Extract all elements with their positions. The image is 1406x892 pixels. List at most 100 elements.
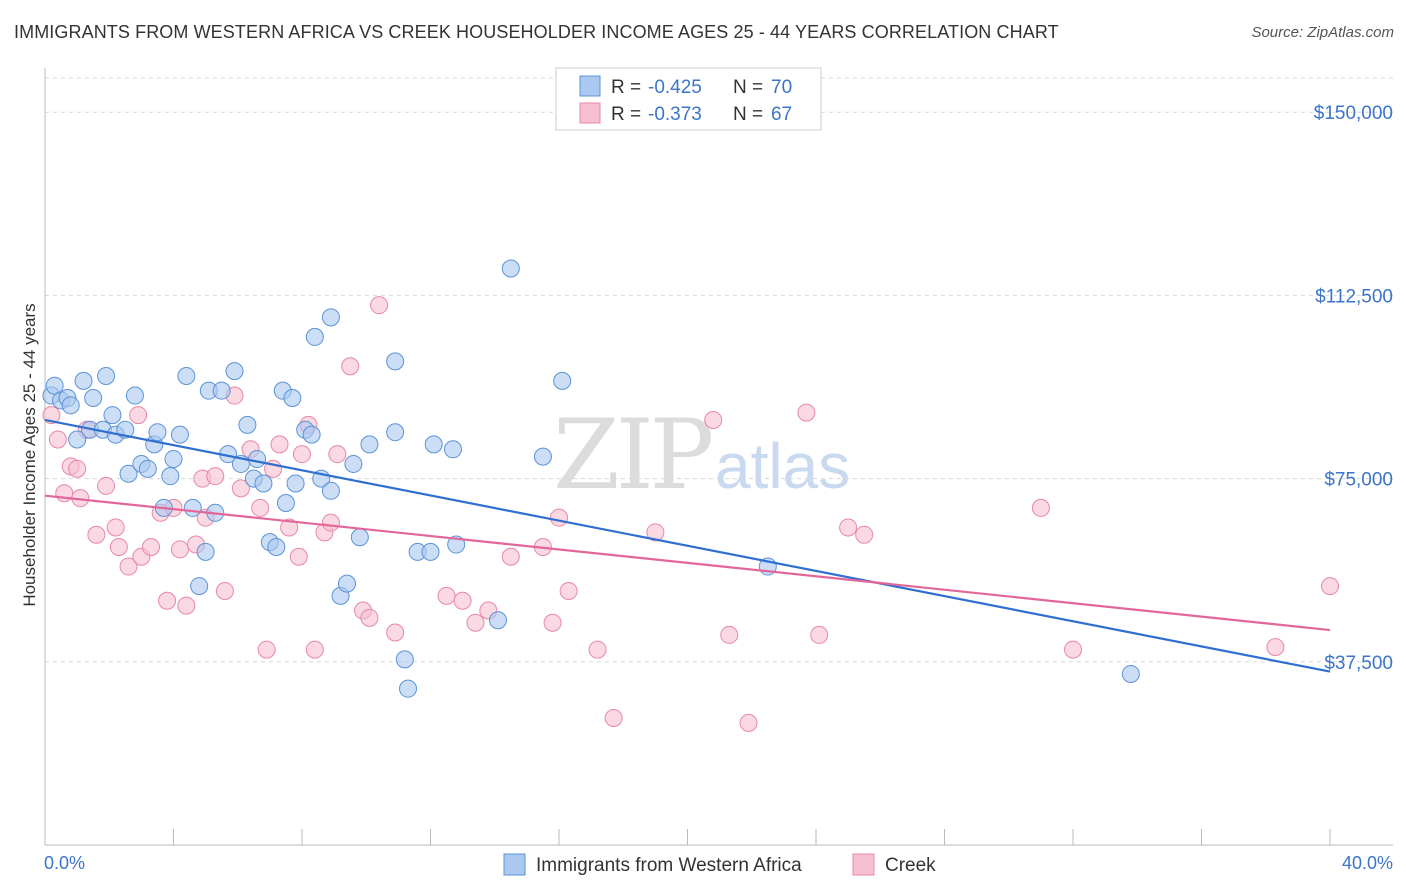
data-points	[42, 259, 1339, 732]
correlation-legend: R = -0.425 N = 70 R = -0.373 N = 67	[555, 67, 822, 131]
x-tick-label-start: 0.0%	[44, 853, 85, 873]
legend-r-label-2: R =	[611, 104, 641, 125]
watermark-atlas: atlas	[715, 430, 850, 502]
source-attribution: Source: ZipAtlas.com	[1251, 24, 1394, 41]
blue-point	[190, 577, 209, 596]
pink-point	[206, 467, 225, 486]
watermark: ZIP atlas	[553, 399, 850, 511]
pink-point	[550, 508, 568, 527]
blue-point	[254, 474, 273, 493]
pink-point	[739, 713, 758, 732]
pink-point	[257, 640, 276, 659]
blue-point	[164, 450, 183, 469]
legend-n-value-2: 67	[771, 104, 792, 125]
pink-point	[293, 445, 311, 464]
pink-point	[321, 513, 340, 532]
blue-point	[74, 371, 93, 390]
pink-point	[720, 625, 739, 644]
pink-point	[604, 708, 623, 727]
legend-r-value-2: -0.373	[648, 104, 702, 125]
pink-point	[855, 525, 874, 544]
pink-point	[341, 357, 360, 376]
blue-point	[421, 542, 440, 561]
blue-point	[344, 454, 363, 473]
bottom-legend-label-1: Immigrants from Western Africa	[536, 855, 802, 876]
pink-point	[501, 547, 520, 566]
legend-n-value-1: 70	[771, 77, 792, 98]
blue-point	[97, 367, 116, 386]
pink-point	[360, 608, 379, 627]
series-legend: Immigrants from Western Africa Creek	[503, 853, 936, 876]
pink-point	[370, 296, 389, 315]
blue-point	[321, 481, 340, 500]
pink-point	[251, 498, 270, 517]
pink-point	[158, 591, 177, 610]
pink-point	[559, 581, 578, 600]
blue-point	[177, 367, 196, 386]
pink-point	[437, 586, 456, 605]
blue-point	[61, 396, 80, 415]
blue-point	[337, 574, 356, 593]
pink-point	[704, 410, 723, 429]
pink-trend-line	[44, 494, 1331, 632]
pink-point	[466, 613, 485, 632]
blue-point	[212, 381, 231, 400]
blue-point	[238, 415, 257, 434]
pink-point	[129, 406, 148, 425]
pink-point	[797, 403, 816, 422]
blue-point	[350, 528, 369, 547]
legend-swatch-blue	[579, 75, 601, 97]
y-tick-label: $150,000	[1314, 103, 1393, 124]
pink-point	[453, 591, 472, 610]
chart-title: IMMIGRANTS FROM WESTERN AFRICA VS CREEK …	[14, 22, 1059, 42]
pink-point	[839, 518, 858, 537]
blue-point	[553, 371, 572, 390]
pink-point	[280, 518, 299, 537]
y-axis-label: Householder Income Ages 25 - 44 years	[20, 303, 39, 606]
pink-point	[177, 596, 196, 615]
pink-point	[305, 640, 324, 659]
pink-point	[386, 623, 405, 642]
blue-point	[488, 611, 507, 630]
blue-point	[360, 435, 379, 454]
pink-point	[68, 459, 87, 478]
pink-point	[109, 537, 128, 556]
pink-point	[48, 430, 67, 449]
pink-point	[810, 625, 829, 644]
blue-point	[183, 498, 202, 517]
blue-point	[225, 362, 244, 381]
blue-point	[68, 430, 87, 449]
pink-point	[646, 523, 665, 542]
pink-point	[543, 613, 562, 632]
blue-point	[170, 425, 189, 444]
blue-point	[283, 388, 302, 407]
bottom-legend-swatch-pink	[852, 853, 875, 876]
pink-point	[170, 540, 189, 559]
pink-point	[215, 581, 234, 600]
blue-point	[267, 537, 286, 556]
bottom-legend-swatch-blue	[503, 853, 526, 876]
blue-point	[103, 406, 122, 425]
trend-lines	[44, 418, 1331, 673]
pink-point	[1064, 640, 1082, 659]
pink-point	[97, 476, 116, 495]
gridlines	[45, 77, 1393, 663]
y-tick-label: $112,500	[1315, 286, 1393, 307]
pink-point	[119, 557, 138, 576]
blue-point	[386, 352, 405, 371]
blue-point	[125, 386, 144, 405]
blue-point	[386, 423, 405, 442]
pink-point	[1266, 638, 1285, 657]
blue-point	[119, 464, 138, 483]
axes: $37,500 $75,000 $112,500 $150,000 0.0% 40.0%	[44, 68, 1393, 873]
blue-point	[321, 308, 340, 327]
y-tick-label: $75,000	[1324, 470, 1393, 491]
legend-r-value-1: -0.425	[648, 77, 702, 98]
blue-trend-line	[44, 418, 1331, 673]
blue-point	[148, 423, 167, 442]
blue-point	[305, 327, 324, 346]
pink-point	[270, 435, 289, 454]
legend-swatch-pink	[579, 102, 601, 124]
pink-point	[142, 537, 161, 556]
